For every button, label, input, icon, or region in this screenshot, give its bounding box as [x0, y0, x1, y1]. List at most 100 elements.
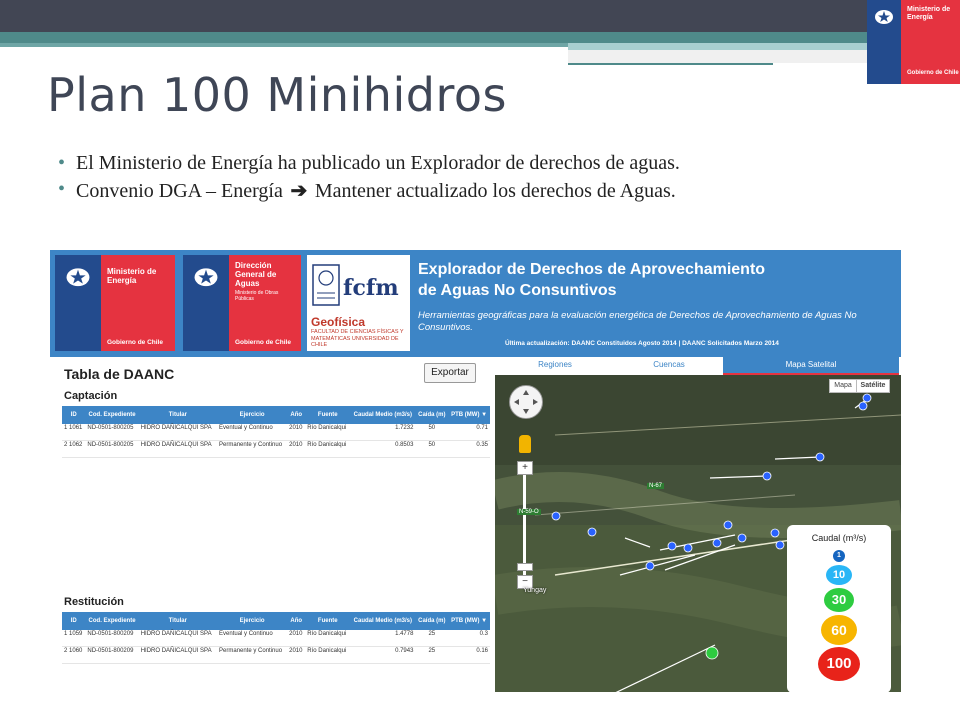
pan-arrows-icon: [514, 390, 538, 414]
logo2-line3: Aguas: [235, 279, 260, 288]
captacion-table: ID Cod. Expediente Titular Ejercicio Año…: [62, 406, 490, 458]
water-right-marker[interactable]: [858, 401, 868, 411]
map-panel: Regiones Cuencas Mapa Satelital: [495, 357, 901, 692]
table-title: Tabla de DAANC: [64, 366, 175, 382]
logo2-line1: Dirección: [235, 261, 272, 270]
column-header[interactable]: Caudal Medio (m3/s): [350, 612, 416, 630]
restitucion-table: ID Cod. Expediente Titular Ejercicio Año…: [62, 612, 490, 664]
road-label: N-59-O: [517, 509, 541, 515]
tab-cuencas[interactable]: Cuencas: [653, 360, 685, 369]
zoom-in-button[interactable]: +: [517, 461, 533, 475]
map-type-mapa[interactable]: Mapa: [829, 379, 857, 393]
table-row[interactable]: 2 1060 ND-0501-800209 HIDRO DAÑICALQUI S…: [62, 646, 490, 664]
column-header[interactable]: Caída (m): [415, 406, 449, 424]
water-right-marker[interactable]: [551, 511, 561, 521]
water-right-marker[interactable]: [862, 393, 872, 403]
column-header[interactable]: Caudal Medio (m3/s): [350, 406, 416, 424]
bullet-dot-icon: •: [58, 152, 66, 174]
restitucion-title: Restitución: [64, 596, 124, 608]
bullet-item: • El Ministerio de Energía ha publicado …: [58, 152, 938, 178]
table-header-row: ID Cod. Expediente Titular Ejercicio Año…: [62, 612, 490, 630]
table-row[interactable]: 1 1061 ND-0501-800205 HIDRO DAÑICALQUI S…: [62, 424, 490, 441]
dga-card: Dirección General de Aguas Ministerio de…: [183, 255, 301, 351]
water-right-marker[interactable]: [775, 540, 785, 550]
explorer-screenshot: Ministerio de Energía Gobierno de Chile …: [50, 250, 901, 692]
explorer-updated: Última actualización: DAANC Constituidos…: [505, 340, 779, 347]
tab-regiones[interactable]: Regiones: [538, 360, 572, 369]
fcfm-name: Geofísica: [311, 315, 366, 329]
legend-circle: 60: [821, 615, 857, 645]
bullet-dot-icon: •: [58, 178, 66, 200]
column-header[interactable]: Caída (m): [415, 612, 449, 630]
ministerio-energia-logo: Ministerio de Energía Gobierno de Chile: [867, 0, 960, 84]
flow-arrow: [619, 554, 696, 576]
flow-arrow: [664, 544, 736, 571]
slide-teal-band: [0, 32, 867, 43]
column-header[interactable]: PTB (MW) ▼: [448, 406, 490, 424]
explorer-title-line2: de Aguas No Consuntivos: [418, 282, 617, 299]
water-right-marker[interactable]: [712, 538, 722, 548]
chile-coat-of-arms-icon: [875, 10, 893, 24]
bullet-item: • Convenio DGA – Energía ➔ Mantener actu…: [58, 178, 938, 204]
water-right-marker[interactable]: [587, 527, 597, 537]
bullet-list: • El Ministerio de Energía ha publicado …: [58, 152, 938, 204]
flow-arrow: [774, 456, 821, 460]
table-row[interactable]: 1 1059 ND-0501-800209 HIDRO DAÑICALQUI S…: [62, 630, 490, 647]
slide-accent-band: [568, 43, 867, 50]
column-header[interactable]: Ejercicio: [217, 612, 288, 630]
column-header[interactable]: Cod. Expediente: [85, 612, 139, 630]
water-right-marker[interactable]: [762, 471, 772, 481]
map-tabs: Regiones Cuencas Mapa Satelital: [495, 357, 901, 375]
column-header[interactable]: Titular: [138, 612, 218, 630]
flow-arrow: [709, 475, 768, 479]
zoom-out-button[interactable]: −: [517, 575, 533, 589]
legend-circle: 30: [824, 588, 854, 612]
explorer-header: Ministerio de Energía Gobierno de Chile …: [50, 250, 901, 357]
logo1-line1: Ministerio de: [107, 267, 157, 276]
water-right-marker[interactable]: [705, 646, 719, 660]
pan-control[interactable]: [509, 385, 543, 419]
logo1-footer: Gobierno de Chile: [107, 339, 163, 346]
column-header[interactable]: PTB (MW) ▼: [448, 612, 490, 630]
daanc-table-panel: Tabla de DAANC Exportar Captación ID Cod…: [58, 360, 492, 692]
column-header[interactable]: ID: [62, 612, 86, 630]
zoom-slider-knob[interactable]: [517, 563, 533, 571]
fcfm-logo: fcfm Geofísica FACULTAD DE CIENCIAS FÍSI…: [307, 255, 410, 351]
water-right-marker[interactable]: [645, 561, 655, 571]
column-header[interactable]: ID: [62, 406, 86, 424]
fcfm-sub: FACULTAD DE CIENCIAS FÍSICAS Y MATEMÁTIC…: [311, 329, 404, 348]
water-right-marker[interactable]: [667, 541, 677, 551]
table-row[interactable]: 2 1062 ND-0501-800205 HIDRO DAÑICALQUI S…: [62, 440, 490, 458]
column-header[interactable]: Fuente: [305, 612, 351, 630]
zoom-slider-track[interactable]: [523, 475, 526, 583]
legend-title: Caudal (m³/s): [811, 533, 867, 543]
chile-coat-of-arms-icon: [66, 268, 90, 287]
column-header[interactable]: Titular: [138, 406, 218, 424]
water-right-marker[interactable]: [723, 520, 733, 530]
tab-mapa-satelital[interactable]: Mapa Satelital: [723, 357, 899, 375]
slide-title: Plan 100 Minihidros: [47, 68, 507, 122]
water-right-marker[interactable]: [737, 533, 747, 543]
slide-accent-band-grey: [568, 50, 867, 63]
water-right-marker[interactable]: [683, 543, 693, 553]
pegman-icon[interactable]: [519, 435, 531, 453]
bullet-text: El Ministerio de Energía ha publicado un…: [76, 152, 680, 174]
logo1-line2: Energía: [107, 276, 137, 285]
column-header[interactable]: Cod. Expediente: [85, 406, 139, 424]
slide-teal-band-light: [0, 43, 568, 47]
town-label: Yungay: [523, 587, 547, 594]
column-header[interactable]: Ejercicio: [217, 406, 288, 424]
legend-circle: 100: [818, 647, 860, 681]
column-header[interactable]: Año: [287, 406, 306, 424]
gov-logo-line1: Ministerio de: [907, 6, 951, 13]
bullet-text-after: Mantener actualizado los derechos de Agu…: [314, 180, 676, 202]
export-button[interactable]: Exportar: [424, 363, 476, 383]
water-right-marker[interactable]: [770, 528, 780, 538]
map-type-satelite[interactable]: Satélite: [856, 379, 890, 393]
water-right-marker[interactable]: [815, 452, 825, 462]
legend-circle: 1: [833, 550, 845, 562]
logo2-small: Ministerio de Obras Públicas: [235, 290, 279, 302]
column-header[interactable]: Año: [287, 612, 306, 630]
column-header[interactable]: Fuente: [305, 406, 351, 424]
flow-arrow: [624, 537, 651, 548]
